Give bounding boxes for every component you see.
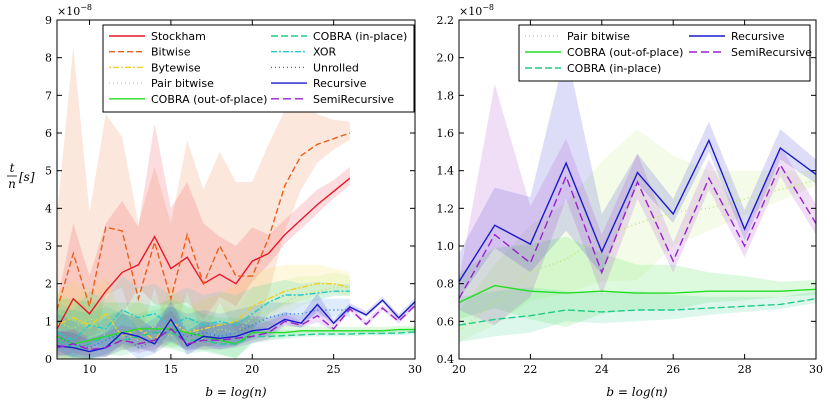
- left-legend-label-bytewise: Bytewise: [151, 61, 201, 74]
- right-legend-label-semirecursive: SemiRecursive: [731, 46, 812, 59]
- left-chart-panel: 10 15 20 25 30 0 1 2 3 4 5 6 7 8 9 ×10−8 b = log(n) t …: [7, 3, 422, 399]
- right-line-recursive: [458, 138, 817, 283]
- right-axis-ticks: 20 22 24 26 28 30 0.4 0.6 0.8 1.0 1.2 1.4 1.6 1.8 2.0 2…: [437, 14, 824, 376]
- right-line-pair-bitwise: [458, 179, 817, 332]
- left-y-tick-label: 5: [45, 165, 52, 178]
- left-y-tick-label: 8: [45, 52, 52, 65]
- y-label-unit: [s]: [19, 170, 35, 184]
- right-y-tick-label: 1.0: [437, 240, 455, 253]
- left-band-cobra-out-of-place: [57, 298, 415, 359]
- right-x-tick-label: 26: [666, 363, 680, 376]
- left-scale-factor: ×10−8: [57, 3, 92, 18]
- y-label-denominator: n: [8, 177, 16, 191]
- left-y-tick-label: 3: [45, 240, 52, 253]
- right-y-tick-label: 1.6: [437, 127, 455, 140]
- right-x-tick-label: 20: [452, 363, 466, 376]
- left-y-tick-label: 0: [45, 353, 52, 366]
- left-line-xor: [56, 290, 350, 342]
- left-line-semirecursive: [56, 304, 416, 351]
- right-legend-label-pair-bitwise: Pair bitwise: [567, 30, 630, 43]
- right-x-axis-label: b = log(n): [606, 385, 668, 399]
- right-band-cobra-in-place: [459, 287, 816, 343]
- left-band-unrolled: [57, 298, 350, 359]
- left-line-bitwise: [56, 132, 351, 311]
- left-legend: Stockham Bitwise Bytewise Pair bitwise COBRA…: [102, 24, 415, 113]
- right-x-tick-label: 24: [595, 363, 609, 376]
- left-y-tick-label: 1: [45, 315, 52, 328]
- left-legend-label-stockham: Stockham: [151, 30, 206, 43]
- right-band-semirecursive: [459, 84, 816, 326]
- left-x-tick-label: 20: [245, 363, 259, 376]
- left-y-tick-label: 6: [45, 127, 52, 140]
- left-y-tick-label: 2: [45, 278, 52, 291]
- left-band-cobra-in-place: [57, 306, 415, 359]
- y-label-numerator: t: [10, 161, 15, 175]
- left-band-bitwise: [57, 46, 350, 360]
- left-legend-label-pair-bitwise: Pair bitwise: [151, 77, 214, 90]
- left-legend-label-cobra-in-place: COBRA (in-place): [313, 30, 407, 43]
- left-series-lines: [56, 132, 416, 353]
- left-legend-label-cobra-out-of-place: COBRA (out-of-place): [151, 93, 267, 106]
- left-legend-label-bitwise: Bitwise: [151, 46, 191, 59]
- left-legend-label-semirecursive: SemiRecursive: [313, 93, 394, 106]
- left-x-tick-label: 10: [83, 363, 97, 376]
- left-legend-box: [102, 24, 415, 113]
- right-legend-label-recursive: Recursive: [731, 30, 785, 43]
- left-band-bytewise: [57, 264, 350, 352]
- right-chart-panel: 20 22 24 26 28 30 0.4 0.6 0.8 1.0 1.2 1.4 1.6 1.8 2.0 2…: [437, 3, 824, 399]
- right-legend-box: [518, 24, 811, 82]
- left-x-axis-label: b = log(n): [205, 385, 267, 399]
- left-legend-label-xor: XOR: [313, 46, 336, 59]
- left-line-unrolled: [56, 309, 350, 349]
- right-x-tick-label: 30: [809, 363, 823, 376]
- right-y-tick-label: 1.4: [437, 165, 455, 178]
- right-y-tick-label: 0.6: [437, 315, 455, 328]
- right-y-tick-label: 1.8: [437, 89, 455, 102]
- left-band-pair-bitwise: [57, 272, 350, 352]
- right-band-pair-bitwise: [459, 129, 816, 343]
- left-band-stockham: [57, 123, 350, 345]
- left-x-tick-label: 25: [327, 363, 341, 376]
- left-band-xor: [57, 276, 350, 359]
- left-legend-label-unrolled: Unrolled: [313, 61, 359, 74]
- right-line-cobra-in-place: [458, 298, 817, 326]
- left-legend-label-recursive: Recursive: [313, 77, 367, 90]
- right-x-tick-label: 22: [523, 363, 537, 376]
- right-line-cobra-out-of-place: [458, 284, 817, 304]
- right-y-tick-label: 2.0: [437, 52, 455, 65]
- right-band-recursive: [459, 50, 816, 299]
- right-plot-frame: [458, 19, 817, 360]
- right-legend-label-cobra-in-place: COBRA (in-place): [567, 62, 661, 75]
- left-y-tick-label: 4: [45, 202, 52, 215]
- right-legend-label-cobra-out-of-place: COBRA (out-of-place): [567, 46, 683, 59]
- left-band-semirecursive: [57, 301, 415, 357]
- right-band-cobra-out-of-place: [459, 236, 816, 327]
- left-y-tick-label: 7: [45, 89, 52, 102]
- left-line-bytewise: [56, 283, 351, 342]
- right-y-tick-label: 1.2: [437, 202, 455, 215]
- left-line-recursive: [56, 299, 416, 353]
- left-x-tick-label: 30: [408, 363, 422, 376]
- right-scale-factor: ×10−8: [459, 3, 494, 18]
- right-x-tick-label: 28: [738, 363, 752, 376]
- right-line-semirecursive: [458, 163, 817, 300]
- right-y-tick-label: 0.4: [437, 353, 455, 366]
- right-y-tick-label: 2.2: [437, 14, 455, 27]
- right-series-lines: [458, 138, 817, 332]
- right-legend: Pair bitwise COBRA (out-of-place) COBRA (i…: [518, 24, 812, 82]
- right-confidence-bands: [459, 50, 816, 343]
- left-y-axis-label: t n [s]: [7, 161, 35, 191]
- left-plot-frame: [56, 19, 416, 360]
- left-line-cobra-in-place: [56, 331, 416, 349]
- left-y-tick-label: 9: [45, 14, 52, 27]
- left-x-tick-label: 15: [164, 363, 178, 376]
- left-confidence-bands: [57, 46, 415, 360]
- right-y-tick-label: 0.8: [437, 278, 455, 291]
- left-axis-ticks: 10 15 20 25 30 0 1 2 3 4 5 6 7 8 9: [45, 14, 422, 376]
